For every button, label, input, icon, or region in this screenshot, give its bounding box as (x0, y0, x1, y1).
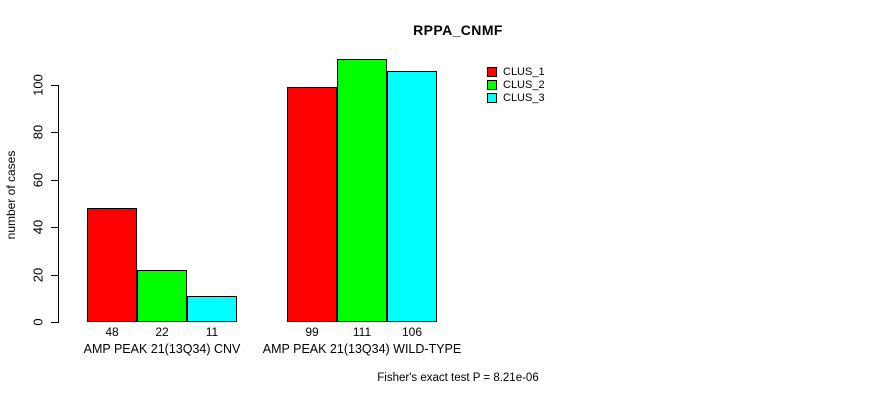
y-tick-label: 0 (30, 318, 46, 326)
legend-swatch-clus3 (487, 93, 497, 104)
fisher-test-annotation: Fisher's exact test P = 8.21e-06 (377, 372, 539, 384)
legend-label-clus2: CLUS_2 (503, 79, 545, 92)
legend-item: CLUS_3 (487, 92, 545, 105)
bar-clus_2-group2 (337, 59, 387, 322)
y-tick-label: 60 (30, 172, 46, 188)
y-tick (51, 322, 58, 323)
bar-clus_3-group1 (187, 296, 237, 322)
bar-value-label: 106 (401, 325, 423, 339)
y-axis-label: number of cases (4, 150, 18, 240)
legend: CLUS_1 CLUS_2 CLUS_3 (487, 65, 545, 105)
bar-clus_2-group1 (137, 270, 187, 322)
y-tick-label: 20 (30, 267, 46, 283)
bar-value-label: 11 (205, 325, 219, 339)
chart-title: RPPA_CNMF (413, 22, 503, 38)
bar-value-label: 111 (352, 325, 372, 339)
y-tick (51, 227, 58, 228)
y-tick-label: 40 (30, 219, 46, 235)
legend-item: CLUS_1 (487, 65, 545, 78)
y-tick-label: 100 (30, 74, 46, 96)
y-tick (51, 132, 58, 133)
legend-swatch-clus2 (487, 80, 497, 91)
bar-clus_3-group2 (387, 71, 437, 322)
x-category-label: AMP PEAK 21(13Q34) WILD-TYPE (262, 342, 462, 356)
legend-label-clus3: CLUS_3 (503, 92, 545, 105)
bar-value-label: 48 (105, 325, 119, 339)
y-tick-label: 80 (30, 124, 46, 140)
y-axis-line (58, 85, 59, 323)
legend-swatch-clus1 (487, 66, 497, 77)
x-category-label: AMP PEAK 21(13Q34) CNV (83, 342, 241, 356)
bar-clus_1-group1 (87, 208, 137, 322)
legend-label-clus1: CLUS_1 (503, 65, 545, 78)
y-tick (51, 275, 58, 276)
y-tick (51, 180, 58, 181)
bar-value-label: 22 (155, 325, 169, 339)
bar-value-label: 99 (305, 325, 319, 339)
legend-item: CLUS_2 (487, 78, 545, 91)
y-tick (51, 85, 58, 86)
bar-clus_1-group2 (287, 87, 337, 322)
